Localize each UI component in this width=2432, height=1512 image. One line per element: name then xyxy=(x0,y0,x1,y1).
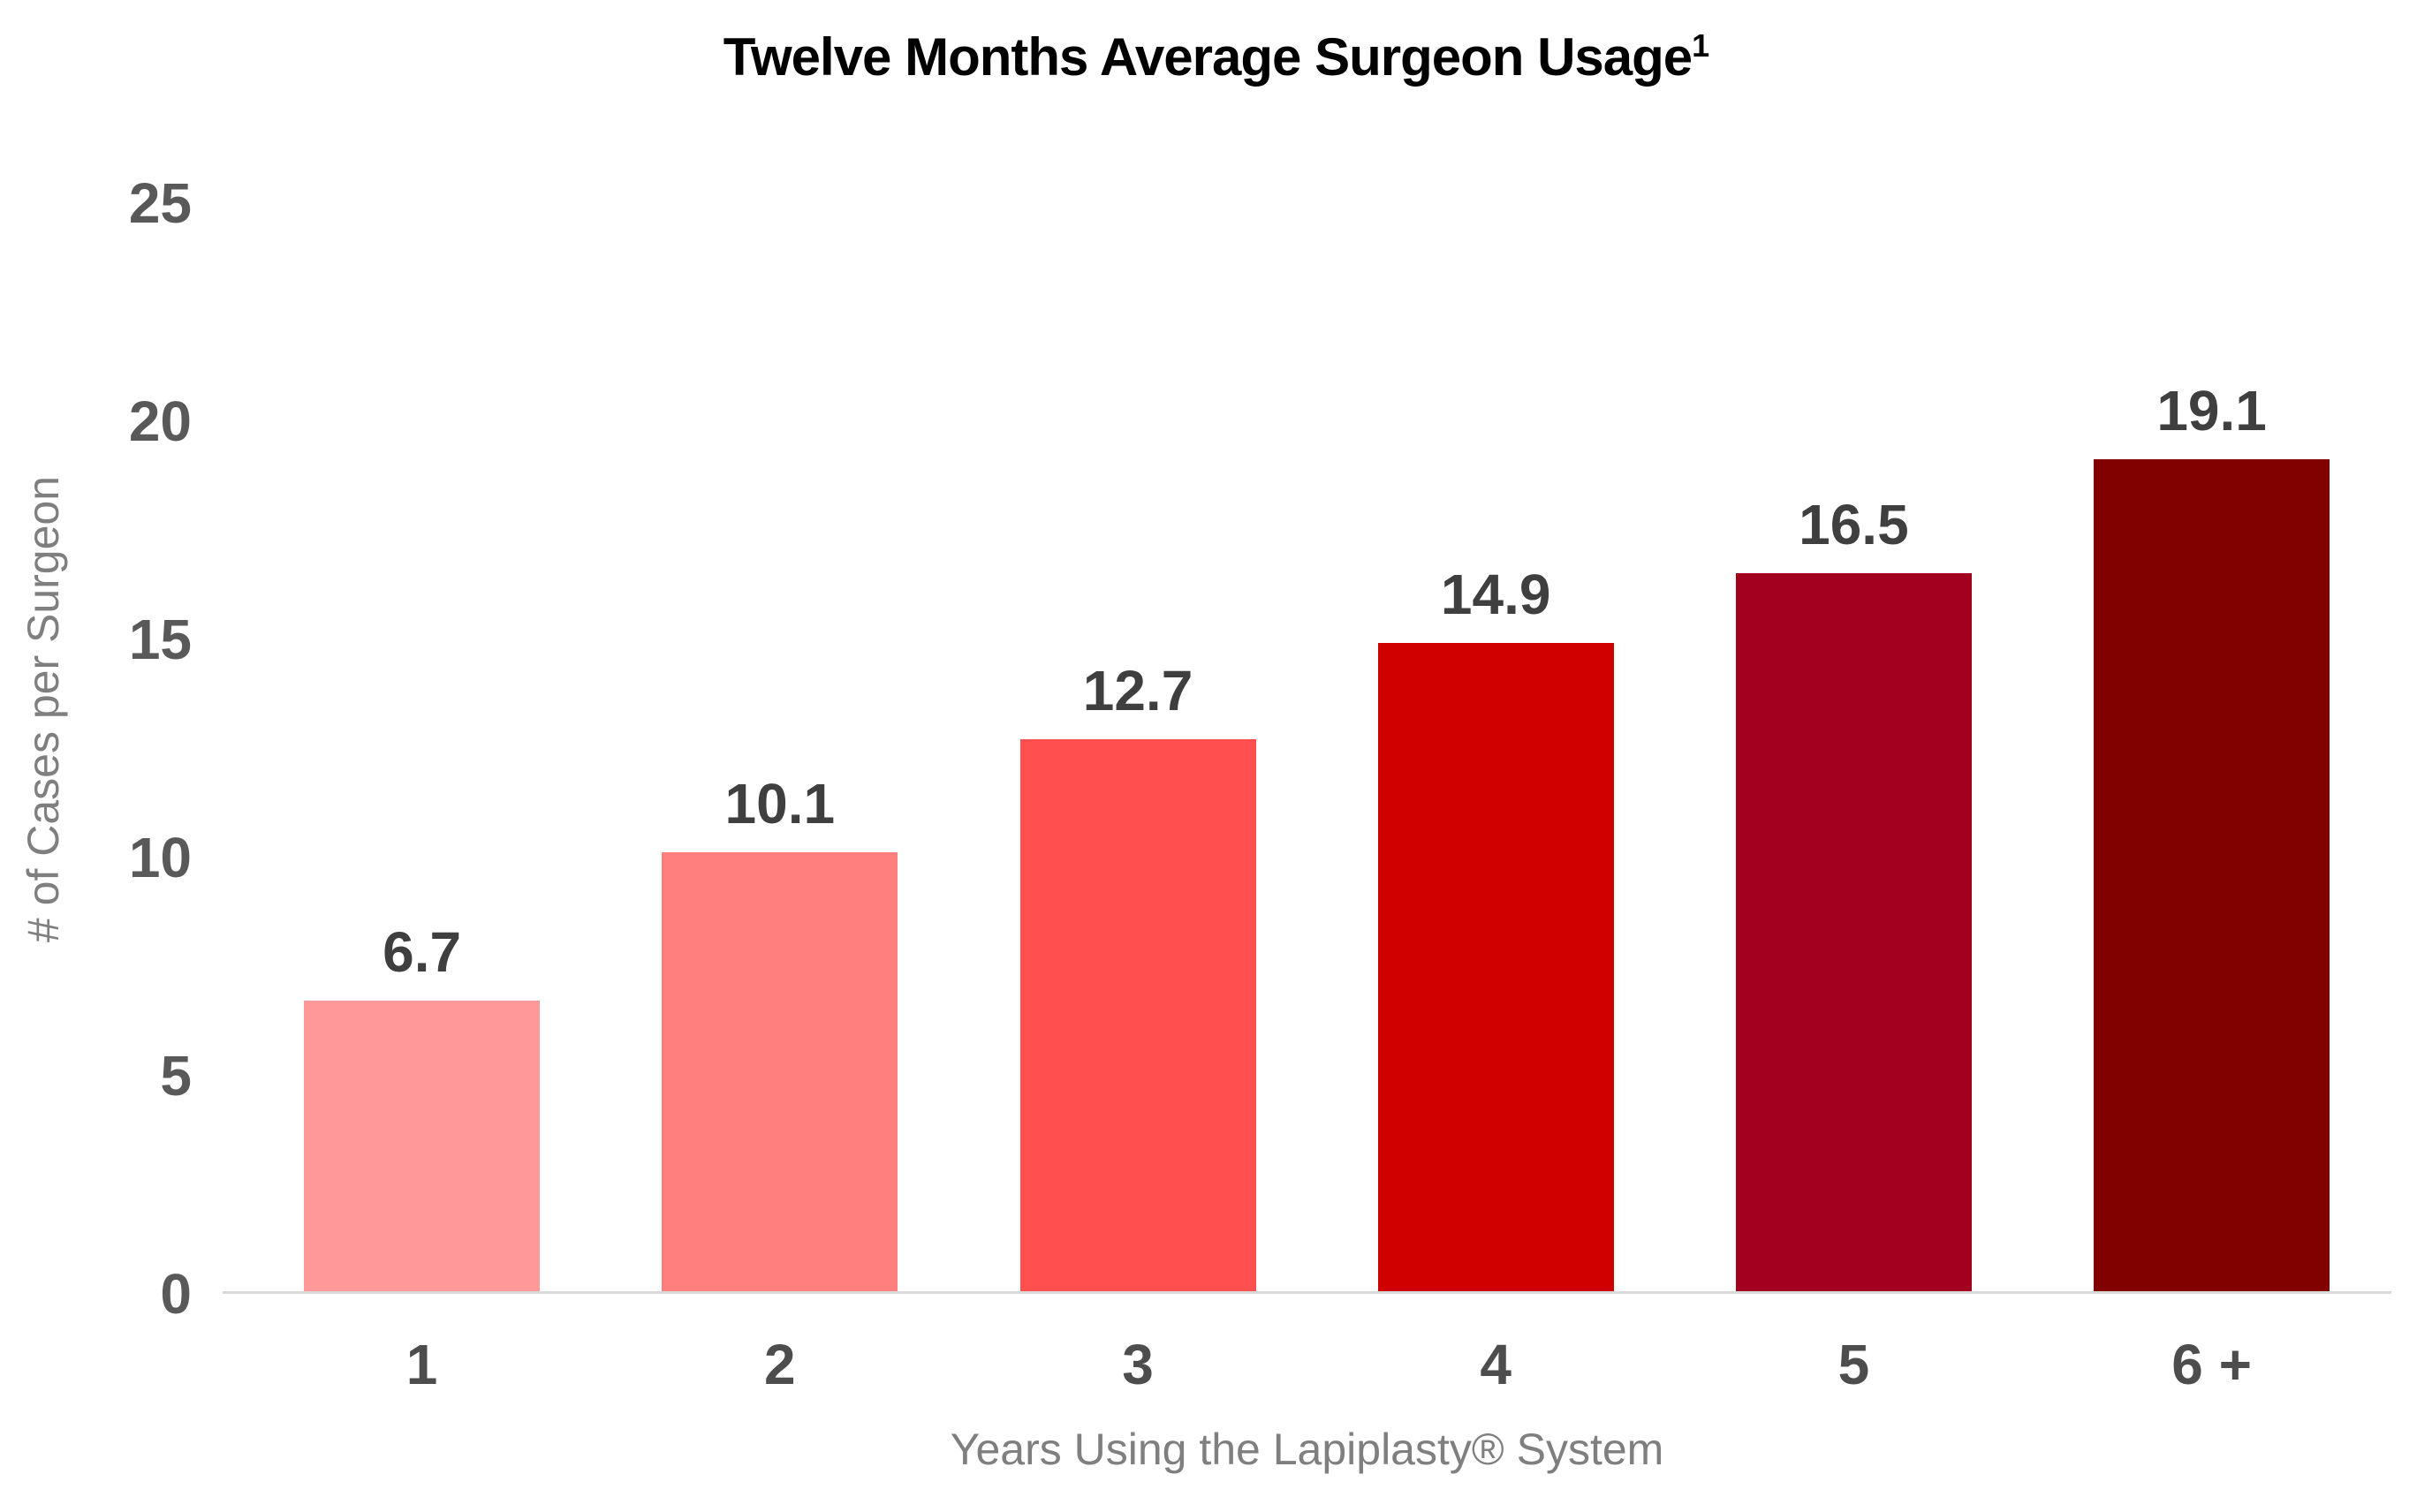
chart-title-footnote-marker: 1 xyxy=(1692,27,1709,64)
bar-value-label: 10.1 xyxy=(724,772,836,836)
chart-title-text: Twelve Months Average Surgeon Usage xyxy=(723,27,1693,87)
y-axis-title: # of Cases per Surgeon xyxy=(19,475,68,943)
x-category-label: 2 xyxy=(764,1333,796,1396)
bar-value-label: 12.7 xyxy=(1082,658,1193,722)
bar-year-2 xyxy=(662,852,898,1293)
bar-year-3 xyxy=(1019,738,1256,1293)
y-tick-label: 5 xyxy=(160,1044,192,1108)
bar-value-label: 14.9 xyxy=(1440,562,1551,626)
y-tick-label: 15 xyxy=(128,608,192,671)
x-category-label: 4 xyxy=(1480,1333,1511,1396)
bar-year-1 xyxy=(304,1001,541,1293)
chart-title: Twelve Months Average Surgeon Usage1 xyxy=(0,26,2432,87)
bar-value-label: 19.1 xyxy=(2156,379,2267,443)
y-tick-label: 0 xyxy=(160,1262,192,1326)
x-category-label: 1 xyxy=(405,1333,438,1396)
y-tick-label: 20 xyxy=(128,389,192,453)
y-tick-label: 25 xyxy=(128,171,192,235)
x-axis-title: Years Using the Lapiplasty® System xyxy=(950,1425,1664,1474)
bar-value-label: 16.5 xyxy=(1799,492,1909,556)
bar-year-6+ xyxy=(2094,459,2330,1293)
x-category-label: 6 + xyxy=(2171,1333,2252,1396)
x-category-label: 5 xyxy=(1837,1333,1870,1396)
bar-year-4 xyxy=(1377,642,1614,1293)
y-tick-label: 10 xyxy=(128,826,192,889)
bar-year-5 xyxy=(1735,572,1972,1293)
x-axis-line xyxy=(223,1291,2391,1294)
x-category-label: 3 xyxy=(1122,1333,1154,1396)
bar-value-label: 6.7 xyxy=(383,920,462,985)
